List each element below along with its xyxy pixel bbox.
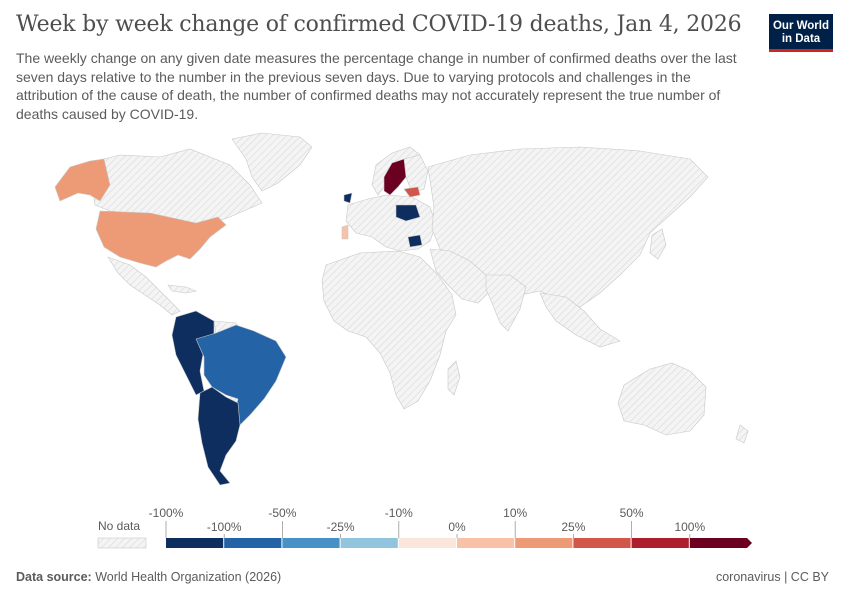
color-legend: No data -100% -50% -10% 10% 50% -100% -25% 0% 2… [97,506,752,549]
legend-top-label: -10% [385,506,413,520]
chart-subtitle: The weekly change on any given date meas… [16,50,737,122]
legend-bin[interactable] [689,538,747,548]
legend-top-label: 10% [503,506,527,520]
brazil-region[interactable] [195,324,287,426]
africa-region[interactable] [321,250,457,410]
logo-line-1: Our World [772,20,829,32]
owid-logo[interactable]: Our World in Data [769,14,833,52]
sweden-region[interactable] [383,158,407,196]
greenland-region[interactable] [231,132,313,192]
legend-bin[interactable] [457,538,515,548]
legend-bottom-label: -100% [207,520,242,534]
central-america-region[interactable] [107,256,181,316]
data-source-label: Data source: [16,570,92,584]
data-source: Data source: World Health Organization (… [16,570,281,584]
andes-region[interactable] [171,310,215,396]
latvia-region[interactable] [403,186,421,198]
legend-bin[interactable] [631,538,689,548]
world-map[interactable] [0,125,850,495]
madagascar-region[interactable] [447,360,461,396]
legend-bottom-label: 0% [448,520,466,534]
europe-region[interactable] [345,194,437,252]
usa-region[interactable] [95,210,227,268]
legend-bottom-label: 25% [561,520,585,534]
legend-bottom-label: -25% [327,520,355,534]
legend-top-label: 50% [620,506,644,520]
ireland-region[interactable] [343,192,353,204]
india-region[interactable] [485,274,527,332]
legend-bin[interactable] [166,538,224,548]
southeast-asia-region[interactable] [539,292,621,348]
caribbean-region[interactable] [167,284,198,294]
legend-bin[interactable] [224,538,282,548]
australia-region[interactable] [617,362,707,436]
bulgaria-region[interactable] [407,234,423,248]
legend-bin[interactable] [398,538,456,548]
japan-region[interactable] [649,228,667,260]
legend-no-data-label: No data [98,519,140,533]
legend-bin[interactable] [515,538,573,548]
legend-bin[interactable] [282,538,340,548]
legend-bin[interactable] [340,538,398,548]
legend-no-data-swatch [97,537,147,549]
new-zealand-region[interactable] [735,424,749,444]
legend-top-label: -100% [149,506,184,520]
alaska-region[interactable] [54,158,111,202]
legend-arrow-tip [747,538,752,548]
license-text[interactable]: coronavirus | CC BY [715,570,829,584]
data-source-value[interactable]: World Health Organization (2026) [95,570,282,584]
poland-region[interactable] [395,204,421,222]
canada-region[interactable] [87,148,263,230]
portugal-region[interactable] [341,224,349,240]
middle-east-region[interactable] [429,248,491,304]
chart-title: Week by week change of confirmed COVID-1… [16,12,742,37]
legend-bin[interactable] [573,538,631,548]
southern-cone-region[interactable] [197,386,241,486]
logo-line-2: in Data [781,32,821,45]
legend-top-label: -50% [268,506,296,520]
legend-bottom-label: 100% [674,520,705,534]
